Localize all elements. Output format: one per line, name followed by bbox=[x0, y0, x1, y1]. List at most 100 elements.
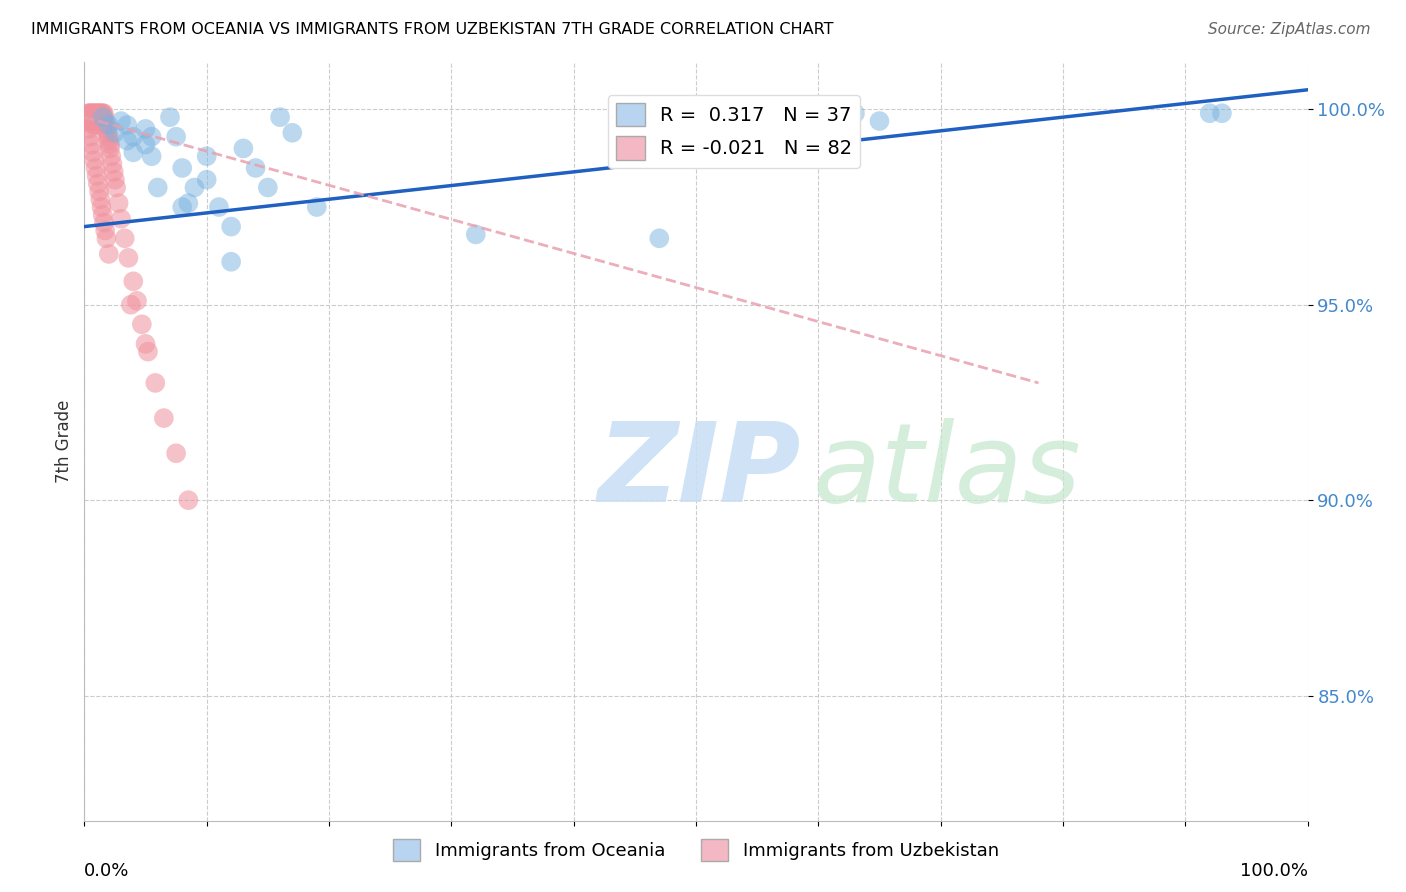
Point bbox=[257, 180, 280, 194]
Point bbox=[87, 110, 110, 124]
Point bbox=[84, 106, 107, 120]
Point bbox=[89, 110, 111, 124]
Point bbox=[195, 149, 218, 163]
Point bbox=[97, 126, 120, 140]
Point bbox=[82, 114, 104, 128]
Point bbox=[146, 180, 169, 194]
Point bbox=[1211, 106, 1233, 120]
Point bbox=[93, 106, 115, 120]
Text: IMMIGRANTS FROM OCEANIA VS IMMIGRANTS FROM UZBEKISTAN 7TH GRADE CORRELATION CHAR: IMMIGRANTS FROM OCEANIA VS IMMIGRANTS FR… bbox=[31, 22, 834, 37]
Point bbox=[96, 121, 118, 136]
Point bbox=[305, 200, 328, 214]
Point bbox=[89, 192, 111, 206]
Point bbox=[90, 106, 112, 120]
Point bbox=[90, 200, 112, 214]
Point bbox=[114, 231, 136, 245]
Point bbox=[87, 106, 110, 120]
Point bbox=[232, 141, 254, 155]
Point bbox=[122, 145, 145, 160]
Text: 0.0%: 0.0% bbox=[84, 863, 129, 880]
Point bbox=[87, 185, 110, 199]
Point bbox=[115, 134, 138, 148]
Point bbox=[120, 298, 142, 312]
Point bbox=[269, 110, 291, 124]
Point bbox=[97, 134, 120, 148]
Point bbox=[91, 114, 114, 128]
Point bbox=[87, 110, 110, 124]
Point bbox=[77, 106, 100, 120]
Point bbox=[177, 196, 200, 211]
Point bbox=[91, 110, 114, 124]
Point bbox=[77, 106, 100, 120]
Point bbox=[77, 110, 100, 124]
Point bbox=[135, 121, 157, 136]
Point bbox=[79, 106, 101, 120]
Point bbox=[844, 106, 866, 120]
Point bbox=[219, 254, 242, 268]
Point bbox=[122, 274, 145, 288]
Point bbox=[84, 110, 107, 124]
Point bbox=[96, 231, 118, 245]
Point bbox=[77, 121, 100, 136]
Point bbox=[97, 118, 120, 132]
Point bbox=[165, 129, 187, 144]
Point bbox=[83, 110, 105, 124]
Point bbox=[96, 118, 118, 132]
Point bbox=[97, 129, 120, 144]
Point bbox=[94, 118, 117, 132]
Point bbox=[77, 114, 100, 128]
Point bbox=[91, 208, 114, 222]
Point bbox=[135, 137, 157, 152]
Point bbox=[86, 106, 108, 120]
Point bbox=[82, 110, 104, 124]
Point bbox=[245, 161, 267, 175]
Point bbox=[141, 129, 163, 144]
Point bbox=[219, 219, 242, 234]
Point bbox=[86, 110, 108, 124]
Point bbox=[82, 118, 104, 132]
Point bbox=[104, 126, 127, 140]
Point bbox=[464, 227, 486, 242]
Point bbox=[87, 114, 110, 128]
Point bbox=[172, 200, 194, 214]
Point bbox=[80, 106, 103, 120]
Point bbox=[89, 114, 111, 128]
Point bbox=[80, 110, 103, 124]
Point bbox=[93, 110, 115, 124]
Point bbox=[82, 106, 104, 120]
Point bbox=[165, 446, 187, 460]
Point bbox=[100, 149, 122, 163]
Point bbox=[125, 293, 148, 308]
Legend: Immigrants from Oceania, Immigrants from Uzbekistan: Immigrants from Oceania, Immigrants from… bbox=[385, 832, 1007, 869]
Point bbox=[1198, 106, 1220, 120]
Point bbox=[98, 137, 121, 152]
Point bbox=[98, 141, 121, 155]
Point bbox=[83, 114, 105, 128]
Y-axis label: 7th Grade: 7th Grade bbox=[55, 400, 73, 483]
Point bbox=[97, 247, 120, 261]
Point bbox=[110, 114, 132, 128]
Point bbox=[80, 137, 103, 152]
Point bbox=[159, 110, 181, 124]
Point bbox=[117, 251, 139, 265]
Point bbox=[94, 223, 117, 237]
Point bbox=[648, 231, 671, 245]
Point bbox=[107, 196, 129, 211]
Point bbox=[136, 344, 159, 359]
Point bbox=[79, 110, 101, 124]
Point bbox=[79, 129, 101, 144]
Point bbox=[101, 157, 124, 171]
Point bbox=[195, 172, 218, 186]
Point bbox=[89, 106, 111, 120]
Text: ZIP: ZIP bbox=[598, 418, 801, 525]
Point bbox=[83, 153, 105, 168]
Point bbox=[141, 149, 163, 163]
Point bbox=[79, 114, 101, 128]
Point bbox=[105, 180, 128, 194]
Point bbox=[208, 200, 231, 214]
Point bbox=[122, 129, 145, 144]
Point bbox=[177, 493, 200, 508]
Point bbox=[103, 165, 125, 179]
Text: 100.0%: 100.0% bbox=[1240, 863, 1308, 880]
Point bbox=[115, 118, 138, 132]
